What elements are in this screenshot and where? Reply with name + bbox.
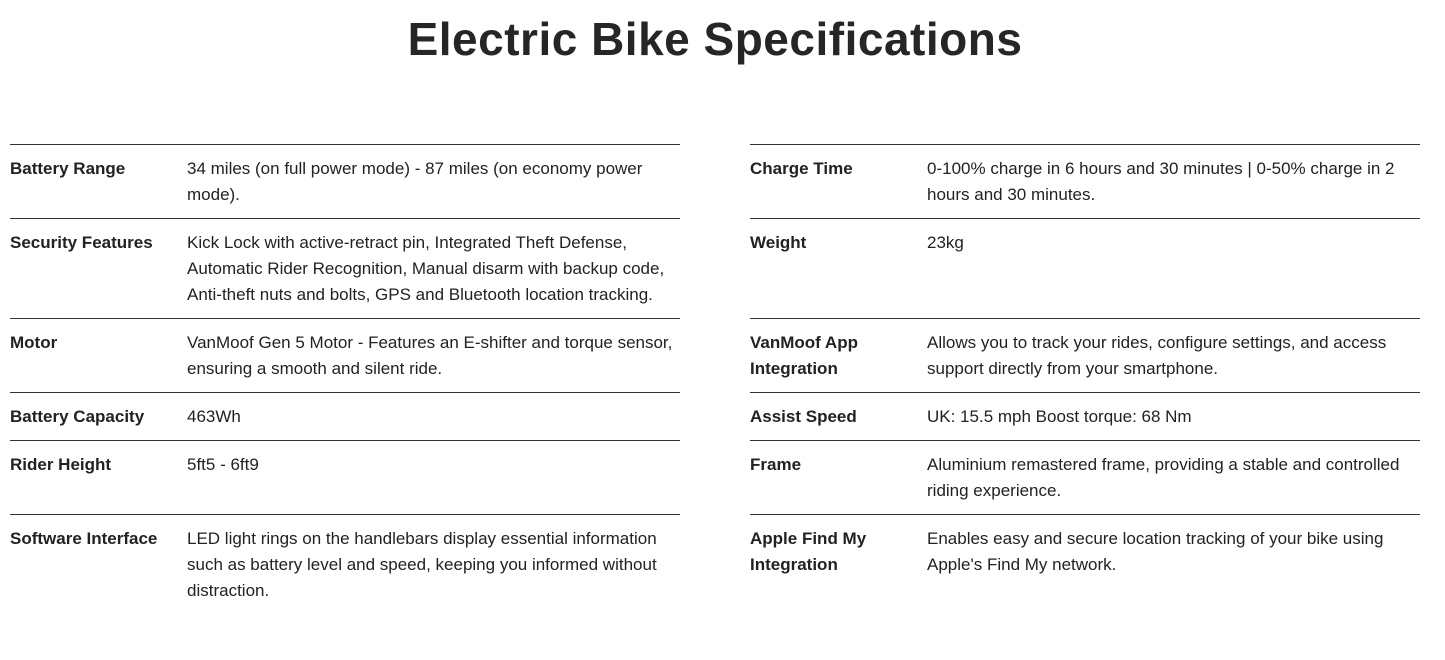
spec-item: Charge Time 0-100% charge in 6 hours and … [750, 144, 1420, 218]
spec-value: Enables easy and secure location trackin… [927, 529, 1384, 574]
spec-item: Assist Speed UK: 15.5 mph Boost torque: 6… [750, 392, 1420, 440]
spec-value: 5ft5 - 6ft9 [187, 455, 259, 474]
spec-value: Allows you to track your rides, configur… [927, 333, 1387, 378]
spec-label: Frame [750, 455, 802, 474]
spec-value: LED light rings on the handlebars displa… [187, 529, 657, 600]
spec-row: Battery Range 34 miles (on full power mod… [10, 144, 1420, 218]
spec-value: 23kg [927, 233, 964, 252]
spec-item: VanMoof App Integration Allows you to tra… [750, 318, 1420, 392]
spec-value: VanMoof Gen 5 Motor - Features an E-shif… [187, 333, 673, 378]
spec-row: Rider Height 5ft5 - 6ft9 Frame Aluminium re… [10, 440, 1420, 514]
spec-row: Battery Capacity 463Wh Assist Speed UK: 15.… [10, 392, 1420, 440]
spec-label: Charge Time [750, 159, 853, 178]
spec-label: Apple Find My Integration [750, 529, 867, 574]
spec-value: UK: 15.5 mph Boost torque: 68 Nm [927, 407, 1192, 426]
spec-item: Software Interface LED light rings on the… [10, 514, 680, 614]
spec-item: Motor VanMoof Gen 5 Motor - Features an E… [10, 318, 680, 392]
spec-item: Battery Range 34 miles (on full power mod… [10, 144, 680, 218]
spec-item: Battery Capacity 463Wh [10, 392, 680, 440]
spec-item: Rider Height 5ft5 - 6ft9 [10, 440, 680, 514]
spec-label: VanMoof App Integration [750, 333, 858, 378]
spec-label: Assist Speed [750, 407, 857, 426]
spec-item: Apple Find My Integration Enables easy an… [750, 514, 1420, 614]
spec-label: Battery Capacity [10, 407, 145, 426]
spec-label: Weight [750, 233, 807, 252]
spec-value: 0-100% charge in 6 hours and 30 minutes … [927, 159, 1395, 204]
spec-label: Battery Range [10, 159, 126, 178]
spec-table: Battery Range 34 miles (on full power mod… [10, 144, 1420, 614]
spec-item: Frame Aluminium remastered frame, providi… [750, 440, 1420, 514]
spec-label: Rider Height [10, 455, 112, 474]
spec-row: Motor VanMoof Gen 5 Motor - Features an E… [10, 318, 1420, 392]
page-title: Electric Bike Specifications [407, 13, 1023, 65]
spec-row: Software Interface LED light rings on the… [10, 514, 1420, 614]
spec-label: Motor [10, 333, 58, 352]
spec-value: Kick Lock with active-retract pin, Integ… [187, 233, 665, 304]
spec-item: Weight 23kg [750, 218, 1420, 318]
spec-label: Software Interface [10, 529, 158, 548]
spec-label: Security Features [10, 233, 153, 252]
spec-row: Security Features Kick Lock with active-r… [10, 218, 1420, 318]
spec-value: 463Wh [187, 407, 241, 426]
spec-item: Security Features Kick Lock with active-r… [10, 218, 680, 318]
spec-value: 34 miles (on full power mode) - 87 miles… [187, 159, 643, 204]
spec-value: Aluminium remastered frame, providing a … [927, 455, 1400, 500]
